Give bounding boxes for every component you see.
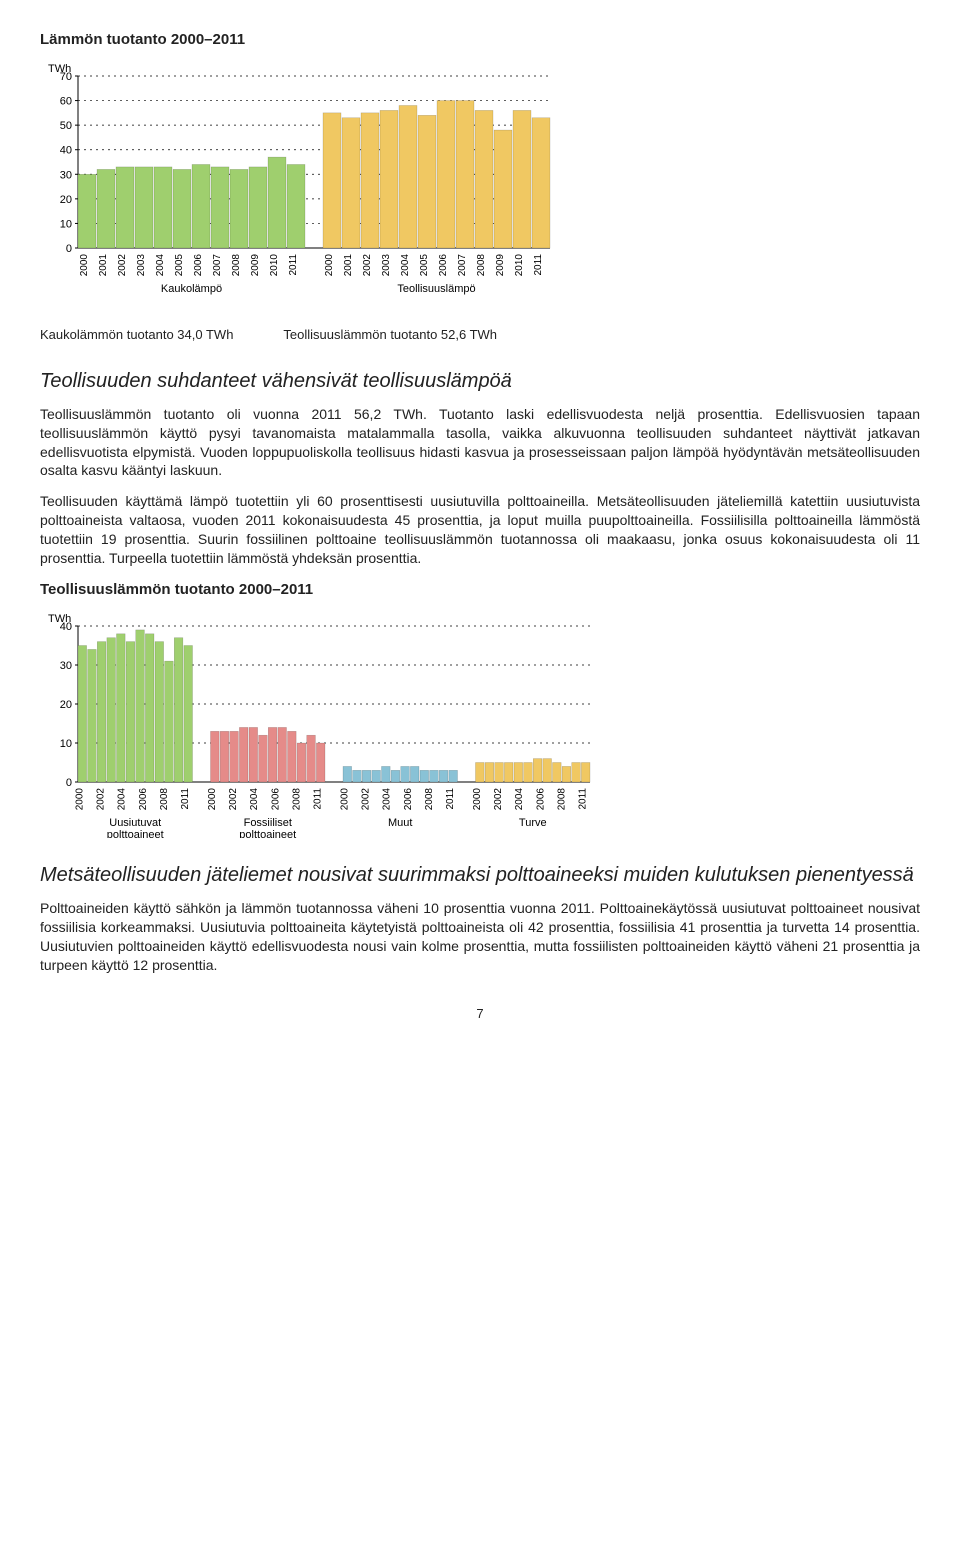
svg-text:0: 0 bbox=[66, 243, 72, 255]
svg-text:2008: 2008 bbox=[159, 788, 170, 811]
svg-text:2000: 2000 bbox=[207, 788, 218, 811]
svg-text:2008: 2008 bbox=[231, 254, 242, 277]
svg-text:2007: 2007 bbox=[457, 254, 468, 277]
svg-text:10: 10 bbox=[60, 219, 72, 231]
svg-text:Uusiutuvat: Uusiutuvat bbox=[109, 817, 161, 829]
para-2: Teollisuuden käyttämä lämpö tuotettiin y… bbox=[40, 492, 920, 568]
svg-text:2001: 2001 bbox=[98, 254, 109, 277]
svg-text:polttoaineet: polttoaineet bbox=[239, 829, 296, 838]
svg-text:2002: 2002 bbox=[117, 254, 128, 277]
chart1-caption-right: Teollisuuslämmön tuotanto 52,6 TWh bbox=[283, 327, 497, 342]
svg-text:Kaukolämpö: Kaukolämpö bbox=[161, 283, 222, 295]
page-number: 7 bbox=[40, 1005, 920, 1023]
chart2-title: Teollisuuslämmön tuotanto 2000–2011 bbox=[40, 580, 920, 600]
svg-text:2006: 2006 bbox=[193, 254, 204, 277]
svg-text:2002: 2002 bbox=[95, 788, 106, 811]
svg-text:2007: 2007 bbox=[212, 254, 223, 277]
svg-text:2006: 2006 bbox=[535, 788, 546, 811]
para-3: Polttoaineiden käyttö sähkön ja lämmön t… bbox=[40, 899, 920, 975]
svg-text:2006: 2006 bbox=[138, 788, 149, 811]
svg-text:70: 70 bbox=[60, 71, 72, 83]
svg-text:2008: 2008 bbox=[292, 788, 303, 811]
svg-text:2011: 2011 bbox=[445, 788, 456, 810]
svg-text:2000: 2000 bbox=[74, 788, 85, 811]
svg-text:2011: 2011 bbox=[288, 254, 299, 276]
svg-text:30: 30 bbox=[60, 660, 72, 672]
svg-text:2009: 2009 bbox=[495, 254, 506, 277]
svg-text:2000: 2000 bbox=[339, 788, 350, 811]
chart1-captions: Kaukolämmön tuotanto 34,0 TWh Teollisuus… bbox=[40, 326, 920, 344]
svg-text:2000: 2000 bbox=[324, 254, 335, 277]
svg-text:2004: 2004 bbox=[514, 788, 525, 811]
svg-text:2008: 2008 bbox=[476, 254, 487, 277]
svg-text:2004: 2004 bbox=[400, 254, 411, 277]
svg-text:40: 40 bbox=[60, 145, 72, 157]
svg-text:20: 20 bbox=[60, 699, 72, 711]
svg-text:2010: 2010 bbox=[514, 254, 525, 277]
svg-text:2003: 2003 bbox=[136, 254, 147, 277]
svg-text:40: 40 bbox=[60, 621, 72, 633]
para-1: Teollisuuslämmön tuotanto oli vuonna 201… bbox=[40, 405, 920, 481]
section-heading-2: Metsäteollisuuden jäteliemet nousivat su… bbox=[40, 862, 920, 889]
section-heading-1: Teollisuuden suhdanteet vähensivät teoll… bbox=[40, 368, 920, 395]
svg-text:2001: 2001 bbox=[343, 254, 354, 277]
svg-text:2004: 2004 bbox=[117, 788, 128, 811]
svg-text:2000: 2000 bbox=[472, 788, 483, 811]
svg-text:Fossiiliset: Fossiiliset bbox=[244, 817, 292, 829]
svg-text:2005: 2005 bbox=[174, 254, 185, 277]
svg-text:2004: 2004 bbox=[249, 788, 260, 811]
svg-text:0: 0 bbox=[66, 777, 72, 789]
svg-text:2006: 2006 bbox=[438, 254, 449, 277]
svg-text:2011: 2011 bbox=[533, 254, 544, 276]
svg-text:2011: 2011 bbox=[313, 788, 324, 810]
svg-text:2004: 2004 bbox=[382, 788, 393, 811]
chart2: TWh010203040200020022004200620082011Uusi… bbox=[40, 608, 920, 838]
svg-text:2011: 2011 bbox=[578, 788, 589, 810]
svg-text:2002: 2002 bbox=[228, 788, 239, 811]
svg-text:50: 50 bbox=[60, 120, 72, 132]
svg-text:2006: 2006 bbox=[403, 788, 414, 811]
svg-text:2011: 2011 bbox=[180, 788, 191, 810]
svg-text:2006: 2006 bbox=[270, 788, 281, 811]
svg-text:2005: 2005 bbox=[419, 254, 430, 277]
svg-text:2000: 2000 bbox=[79, 254, 90, 277]
chart1-title: Lämmön tuotanto 2000–2011 bbox=[40, 30, 920, 50]
svg-text:Teollisuuslämpö: Teollisuuslämpö bbox=[397, 283, 475, 295]
svg-text:60: 60 bbox=[60, 96, 72, 108]
svg-text:polttoaineet: polttoaineet bbox=[107, 829, 164, 838]
svg-text:30: 30 bbox=[60, 170, 72, 182]
svg-text:2010: 2010 bbox=[269, 254, 280, 277]
svg-text:2003: 2003 bbox=[381, 254, 392, 277]
svg-text:2004: 2004 bbox=[155, 254, 166, 277]
svg-text:Turve: Turve bbox=[519, 817, 547, 829]
svg-text:20: 20 bbox=[60, 194, 72, 206]
svg-text:Muut: Muut bbox=[388, 817, 412, 829]
svg-text:10: 10 bbox=[60, 738, 72, 750]
svg-text:2002: 2002 bbox=[360, 788, 371, 811]
svg-text:2008: 2008 bbox=[557, 788, 568, 811]
chart1-caption-left: Kaukolämmön tuotanto 34,0 TWh bbox=[40, 326, 280, 344]
chart1: TWh0102030405060702000200120022003200420… bbox=[40, 58, 920, 318]
svg-text:2002: 2002 bbox=[362, 254, 373, 277]
svg-text:2002: 2002 bbox=[493, 788, 504, 811]
svg-text:2008: 2008 bbox=[424, 788, 435, 811]
svg-text:2009: 2009 bbox=[250, 254, 261, 277]
